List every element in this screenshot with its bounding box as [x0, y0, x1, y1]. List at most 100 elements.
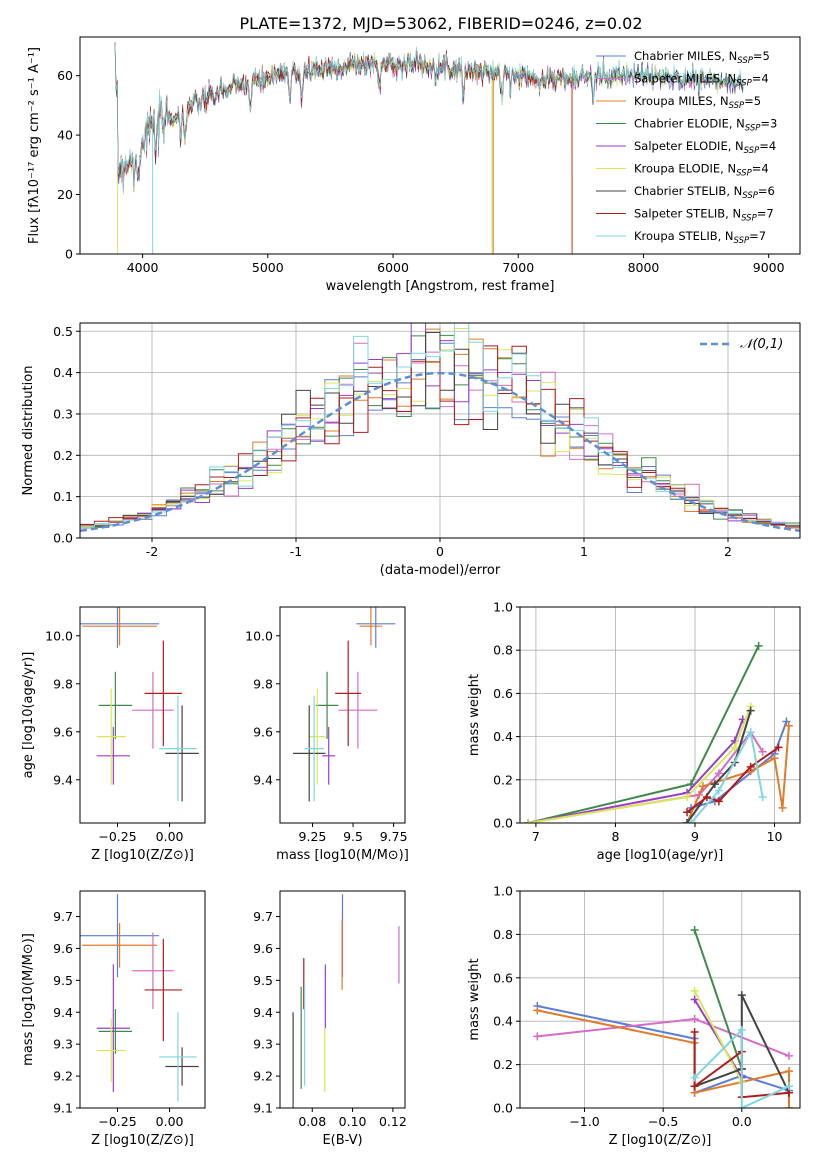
panel-mass_vs_Z: −0.25 0.00 9.1 9.2 9.3 9.4 9.5 9.6 9.7 Z [log10(Z…	[21, 890, 206, 1148]
series-marker	[690, 926, 699, 935]
series-marker	[714, 786, 723, 795]
series-marker	[690, 1028, 699, 1037]
y-tick-label: 0.4	[493, 1014, 513, 1029]
panel-age_vs_Z: −0.25 0.00 9.4 9.6 9.8 10.0 Z [log10(Z/Z⊙)] age…	[21, 606, 206, 863]
series-marker	[714, 769, 723, 778]
legend-entry: Chabrier ELODIE, NSSP=3	[634, 117, 777, 134]
axes-frame	[79, 606, 206, 824]
y-tick-label: 9.4	[253, 1005, 273, 1020]
series-marker	[690, 995, 699, 1004]
series-marker	[784, 1051, 793, 1060]
y-tick-label: 9.7	[53, 909, 73, 924]
panel-age_vs_mass: 9.25 9.5 9.75 9.4 9.6 9.8 10.0 mass [log10(M/M⊙…	[245, 606, 409, 863]
y-axis-label: Flux [fλ10⁻¹⁷ erg cm⁻² s⁻¹ A⁻¹]	[27, 47, 42, 244]
legend-entry: Chabrier STELIB, NSSP=6	[634, 184, 775, 201]
x-tick-label: 10	[767, 829, 783, 844]
series-marker	[737, 991, 746, 1000]
plot-area	[292, 607, 396, 802]
x-tick-label: 0.0	[732, 1114, 752, 1129]
series-marker	[746, 728, 755, 737]
x-axis-label: E(B-V)	[322, 1133, 362, 1148]
x-tick-label: 0.08	[298, 1114, 326, 1129]
y-tick-label: 9.3	[53, 1037, 73, 1052]
series-marker	[778, 803, 787, 812]
series-marker	[774, 743, 783, 752]
series-marker	[784, 1104, 793, 1108]
series-marker	[523, 819, 532, 823]
series-line-salpeter_elodie	[527, 718, 744, 823]
series-marker	[730, 743, 739, 752]
y-tick-label: 0.5	[53, 324, 73, 339]
figure-title: PLATE=1372, MJD=53062, FIBERID=0246, z=0…	[239, 14, 642, 33]
series-marker	[784, 1082, 793, 1091]
series-marker	[683, 808, 692, 817]
y-tick-label: 0.2	[53, 448, 73, 463]
y-tick-label: 9.7	[253, 909, 273, 924]
legend-entry: Chabrier MILES, NSSP=5	[634, 49, 770, 66]
y-tick-label: 9.4	[253, 772, 273, 787]
series-marker	[690, 986, 699, 995]
series-marker	[698, 782, 707, 791]
series-line-chabrier_miles	[690, 721, 788, 809]
y-tick-label: 9.2	[53, 1069, 73, 1084]
y-tick-label: 10.0	[245, 628, 273, 643]
series-line-chabrier_elodie	[693, 929, 743, 1070]
x-tick-label: 0	[436, 544, 444, 559]
legend-entry: 𝒩(0,1)	[740, 337, 783, 352]
series-line-chabrier_stelib	[686, 710, 752, 823]
x-tick-label: 9.75	[380, 829, 408, 844]
legend-entry: Salpeter ELODIE, NSSP=4	[634, 139, 776, 156]
series-line-kroupa_stelib	[690, 729, 764, 823]
series-line-kroupa_stelib	[693, 1027, 790, 1108]
x-tick-label: -1	[290, 544, 302, 559]
legend-spectrum: Chabrier MILES, NSSP=5 Salpeter MILES, NS…	[596, 49, 777, 246]
series-marker	[746, 762, 755, 771]
x-tick-label: 9.5	[343, 829, 363, 844]
plot-area	[292, 894, 400, 1108]
series-marker	[690, 1015, 699, 1024]
y-axis-label: Normed distribution	[21, 366, 36, 496]
y-tick-label: 0.2	[493, 1057, 513, 1072]
y-tick-label: 9.2	[253, 1069, 273, 1084]
plot-area	[80, 607, 199, 802]
panel-residuals: -2 -1 0 1 2 0.0 0.1 0.2 0.3 0.4 0.5 (data-model)/er…	[21, 322, 801, 578]
y-tick-label: 10.0	[45, 628, 73, 643]
x-tick-label: 0.00	[156, 1114, 184, 1129]
series-line-kroupa_elodie	[527, 706, 752, 823]
x-tick-label: 7000	[502, 260, 534, 275]
y-tick-label: 9.4	[53, 1005, 73, 1020]
panel-massweight_vs_age: 7 8 9 10 0.0 0.2 0.4 0.6 0.8 1.0 age [log10(age/yr…	[467, 600, 801, 863]
panel-massweight_vs_Z: −1.0 −0.5 0.0 0.0 0.2 0.4 0.6 0.8 1.0 Z [log10(Z/…	[467, 884, 801, 1148]
legend-entry: Salpeter STELIB, NSSP=7	[634, 207, 774, 224]
figure-layer: 4000 5000 6000 7000 8000 90000204060wavelengt…	[21, 36, 801, 1148]
y-tick-label: 9.6	[53, 724, 73, 739]
x-tick-label: 9000	[753, 260, 785, 275]
axes-frame	[519, 606, 801, 824]
plot-area	[114, 42, 744, 254]
series-marker	[758, 747, 767, 756]
x-tick-label: 6000	[377, 260, 409, 275]
y-tick-label: 20	[57, 187, 73, 202]
y-tick-label: 0.8	[493, 927, 513, 942]
y-tick-label: 9.6	[53, 941, 73, 956]
axes-frame	[79, 36, 801, 255]
series-marker	[683, 793, 692, 802]
y-tick-label: 0.6	[493, 970, 513, 985]
y-tick-label: 9.8	[53, 676, 73, 691]
y-tick-label: 9.4	[53, 772, 73, 787]
x-tick-label: 9	[691, 829, 699, 844]
x-tick-label: 2	[724, 544, 732, 559]
y-tick-label: 1.0	[493, 600, 513, 615]
plot-area	[80, 323, 800, 533]
series-marker	[758, 793, 767, 802]
x-tick-label: 0.12	[379, 1114, 407, 1129]
panel-spectrum: 4000 5000 6000 7000 8000 9000 0 20 40 60 wavelengt…	[27, 36, 801, 294]
y-tick-label: 0.0	[493, 816, 513, 831]
y-tick-label: 0	[65, 247, 73, 262]
y-tick-label: 0.3	[53, 406, 73, 421]
x-axis-label: wavelength [Angstrom, rest frame]	[326, 279, 555, 294]
x-tick-label: 9.25	[299, 829, 327, 844]
x-tick-label: -2	[146, 544, 158, 559]
x-tick-label: 5000	[252, 260, 284, 275]
series-marker	[784, 721, 793, 730]
